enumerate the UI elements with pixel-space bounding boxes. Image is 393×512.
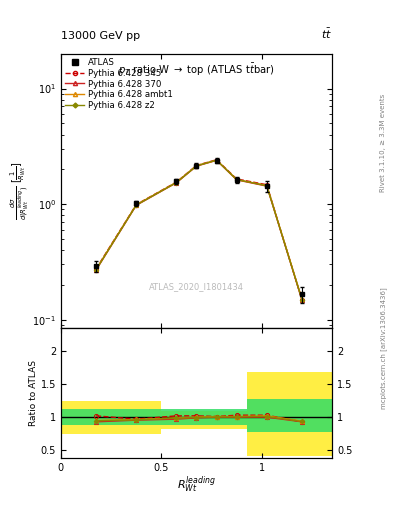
Text: $t\bar{t}$: $t\bar{t}$ bbox=[321, 27, 332, 41]
Y-axis label: Ratio to ATLAS: Ratio to ATLAS bbox=[29, 360, 38, 426]
Legend: ATLAS, Pythia 6.428 345, Pythia 6.428 370, Pythia 6.428 ambt1, Pythia 6.428 z2: ATLAS, Pythia 6.428 345, Pythia 6.428 37… bbox=[65, 58, 173, 110]
Text: Rivet 3.1.10, ≥ 3.3M events: Rivet 3.1.10, ≥ 3.3M events bbox=[380, 94, 386, 193]
Text: 13000 GeV pp: 13000 GeV pp bbox=[61, 31, 140, 41]
Text: mcplots.cern.ch [arXiv:1306.3436]: mcplots.cern.ch [arXiv:1306.3436] bbox=[380, 287, 387, 409]
Text: ATLAS_2020_I1801434: ATLAS_2020_I1801434 bbox=[149, 282, 244, 291]
X-axis label: $R_{Wt}^{leading}$: $R_{Wt}^{leading}$ bbox=[177, 475, 216, 495]
Y-axis label: $\frac{d\sigma}{d(R_{Wt}^{leading})}$ $[\frac{1}{R_{Wt}}]$: $\frac{d\sigma}{d(R_{Wt}^{leading})}$ $[… bbox=[9, 161, 31, 220]
Text: $p_T$ ratio W $\rightarrow$ top (ATLAS t$\bar{t}$bar): $p_T$ ratio W $\rightarrow$ top (ATLAS t… bbox=[118, 62, 275, 78]
